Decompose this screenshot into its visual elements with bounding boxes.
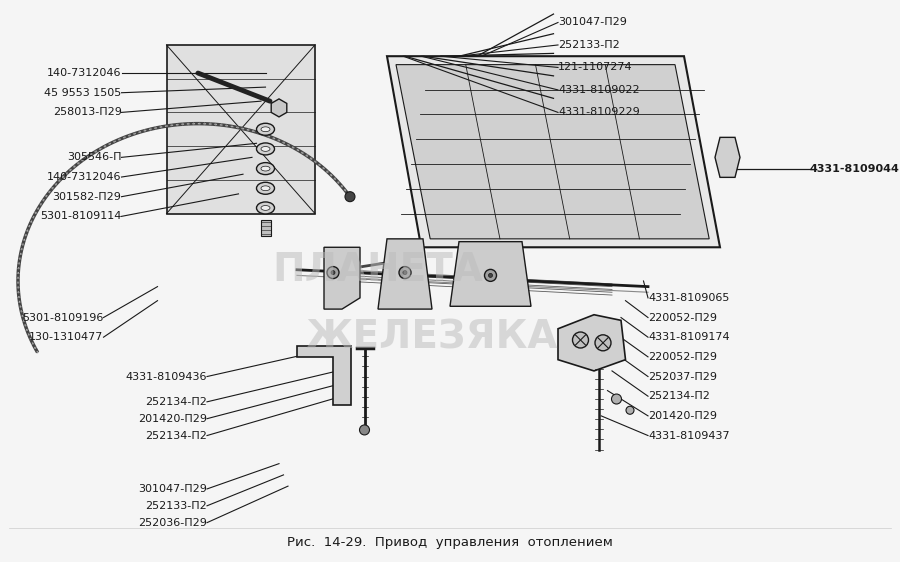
Polygon shape bbox=[387, 56, 720, 247]
Text: 5301-8109114: 5301-8109114 bbox=[40, 211, 122, 221]
Text: 220052-П29: 220052-П29 bbox=[648, 312, 717, 323]
Text: ЖЕЛЕЗЯКА: ЖЕЛЕЗЯКА bbox=[306, 318, 558, 356]
Text: 252036-П29: 252036-П29 bbox=[138, 518, 207, 528]
Text: 252134-П2: 252134-П2 bbox=[145, 397, 207, 407]
Circle shape bbox=[331, 270, 335, 275]
Circle shape bbox=[626, 406, 634, 414]
Text: ПЛАНЕТА: ПЛАНЕТА bbox=[273, 251, 483, 289]
Circle shape bbox=[399, 266, 411, 279]
Polygon shape bbox=[271, 99, 287, 117]
Text: 4331-8109044: 4331-8109044 bbox=[810, 164, 900, 174]
Text: 130-1310477: 130-1310477 bbox=[29, 332, 104, 342]
Text: 4331-8109174: 4331-8109174 bbox=[648, 332, 730, 342]
Ellipse shape bbox=[256, 162, 274, 175]
Ellipse shape bbox=[261, 206, 270, 210]
Circle shape bbox=[327, 266, 339, 279]
Text: 140-7312046: 140-7312046 bbox=[47, 172, 122, 182]
Text: 305546-П: 305546-П bbox=[67, 152, 122, 162]
Ellipse shape bbox=[261, 127, 270, 132]
Text: Рис.  14-29.  Привод  управления  отоплением: Рис. 14-29. Привод управления отоплением bbox=[287, 536, 613, 549]
Text: 5301-8109196: 5301-8109196 bbox=[22, 312, 104, 323]
Ellipse shape bbox=[261, 147, 270, 151]
Polygon shape bbox=[450, 242, 531, 306]
Polygon shape bbox=[166, 45, 315, 214]
Text: 4331-8109065: 4331-8109065 bbox=[648, 293, 729, 303]
Text: 4331-8109437: 4331-8109437 bbox=[648, 430, 730, 441]
Ellipse shape bbox=[256, 143, 274, 155]
Ellipse shape bbox=[261, 186, 270, 191]
Ellipse shape bbox=[256, 202, 274, 214]
Ellipse shape bbox=[256, 182, 274, 194]
Text: 301047-П29: 301047-П29 bbox=[138, 484, 207, 494]
Polygon shape bbox=[396, 65, 709, 239]
Circle shape bbox=[403, 270, 407, 275]
Text: 201420-П29: 201420-П29 bbox=[138, 414, 207, 424]
Text: 252037-П29: 252037-П29 bbox=[648, 371, 717, 382]
Text: 121-1107274: 121-1107274 bbox=[558, 62, 633, 72]
Polygon shape bbox=[715, 137, 740, 178]
Circle shape bbox=[484, 269, 497, 282]
Text: 201420-П29: 201420-П29 bbox=[648, 411, 717, 421]
Text: 301582-П29: 301582-П29 bbox=[52, 192, 122, 202]
Circle shape bbox=[345, 192, 355, 202]
Circle shape bbox=[572, 332, 589, 348]
Circle shape bbox=[489, 273, 492, 278]
Text: 45 9553 1505: 45 9553 1505 bbox=[44, 88, 122, 98]
Polygon shape bbox=[297, 346, 351, 405]
Text: 4331-8109022: 4331-8109022 bbox=[558, 85, 640, 95]
Text: 301047-П29: 301047-П29 bbox=[558, 17, 627, 28]
Polygon shape bbox=[324, 247, 360, 309]
Circle shape bbox=[611, 394, 622, 404]
Text: 252134-П2: 252134-П2 bbox=[648, 391, 710, 401]
Text: 252134-П2: 252134-П2 bbox=[145, 430, 207, 441]
Text: 4331-8109229: 4331-8109229 bbox=[558, 107, 640, 117]
Ellipse shape bbox=[261, 166, 270, 171]
Circle shape bbox=[595, 335, 611, 351]
Bar bbox=[260, 220, 271, 235]
Text: 258013-П29: 258013-П29 bbox=[52, 107, 122, 117]
Circle shape bbox=[359, 425, 370, 435]
Text: 4331-8109436: 4331-8109436 bbox=[125, 371, 207, 382]
Ellipse shape bbox=[256, 123, 274, 135]
Text: 252133-П2: 252133-П2 bbox=[145, 501, 207, 511]
Text: 252133-П2: 252133-П2 bbox=[558, 40, 620, 50]
Polygon shape bbox=[378, 239, 432, 309]
Polygon shape bbox=[558, 315, 626, 371]
Text: 220052-П29: 220052-П29 bbox=[648, 352, 717, 362]
Text: 140-7312046: 140-7312046 bbox=[47, 68, 122, 78]
